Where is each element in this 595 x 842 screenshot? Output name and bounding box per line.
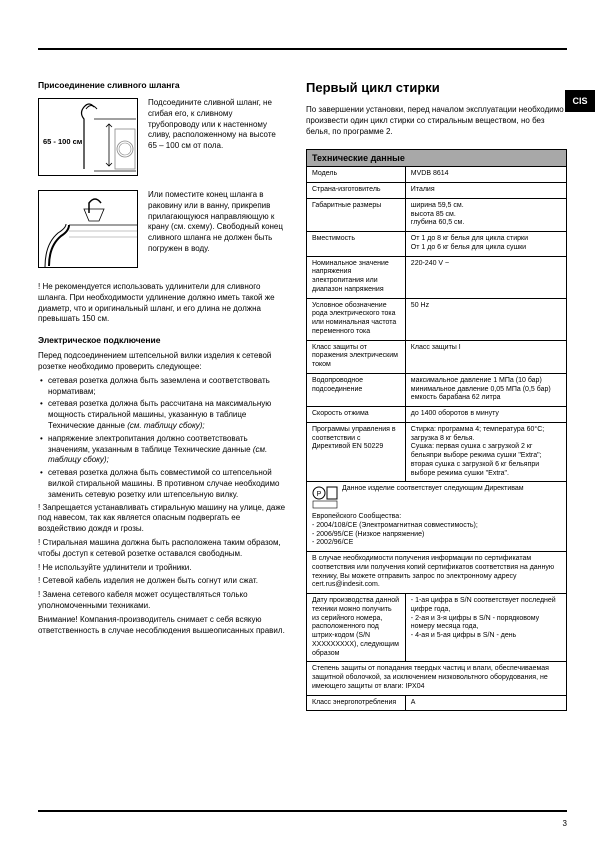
row-value: - 1-ая цифра в S/N соответствует последн…: [405, 594, 566, 662]
warning-extension: ! Не рекомендуется использовать удлините…: [38, 282, 286, 325]
electrical-heading: Электрическое подключение: [38, 335, 286, 345]
footer-rule: [38, 810, 567, 812]
drain-diagram-2: [38, 190, 138, 268]
row-value: максимальное давление 1 МПа (10 бар) мин…: [405, 373, 566, 406]
drain-text-2: Или поместите конец шланга в раковину ил…: [148, 190, 286, 255]
row-label: Габаритные размеры: [307, 198, 406, 231]
warn-cable-bend: ! Сетевой кабель изделия не должен быть …: [38, 576, 286, 587]
row-value: 50 Hz: [405, 298, 566, 340]
table-row: Скорость отжимадо 1400 оборотов в минуту: [307, 407, 567, 423]
page: Присоединение сливного шланга 65 - 100 с…: [0, 0, 595, 731]
drain-block-2: Или поместите конец шланга в раковину ил…: [38, 190, 286, 268]
table-row: Условное обозначение рода электрического…: [307, 298, 567, 340]
table-row: Страна-изготовительИталия: [307, 183, 567, 199]
electrical-intro: Перед подсоединением штепсельной вилки и…: [38, 351, 286, 373]
row-label: Класс энергопотребления: [307, 695, 406, 711]
top-rule: [38, 48, 567, 50]
bullet-4: сетевая розетка должна быть совместимой …: [38, 468, 286, 500]
table-row: Класс защиты от поражения электрическим …: [307, 340, 567, 373]
drain-hose-title: Присоединение сливного шланга: [38, 80, 286, 90]
row-label: Страна-изготовитель: [307, 183, 406, 199]
warn-responsibility: Внимание! Компания-производитель снимает…: [38, 615, 286, 637]
table-row: Дату производства данной техники можно п…: [307, 594, 567, 662]
warn-socket-access: ! Стиральная машина должна быть располож…: [38, 538, 286, 560]
columns: Присоединение сливного шланга 65 - 100 с…: [38, 80, 567, 711]
first-cycle-heading: Первый цикл стирки: [306, 80, 567, 95]
row-value: От 1 до 8 кг белья для цикла стирки От 1…: [405, 232, 566, 257]
cert-icons: P: [312, 485, 338, 513]
first-cycle-intro: По завершении установки, перед началом э…: [306, 105, 567, 137]
row-value: до 1400 оборотов в минуту: [405, 407, 566, 423]
warn-outdoor: ! Запрещается устанавливать стиральную м…: [38, 503, 286, 535]
row-label: Скорость отжима: [307, 407, 406, 423]
row-label: Условное обозначение рода электрического…: [307, 298, 406, 340]
bullet-3: напряжение электропитания должно соответ…: [38, 434, 286, 466]
drain-diagram-1: 65 - 100 см: [38, 98, 138, 176]
left-column: Присоединение сливного шланга 65 - 100 с…: [38, 80, 286, 711]
bullet-2: сетевая розетка должна быть рассчитана н…: [38, 399, 286, 431]
right-column: Первый цикл стирки По завершении установ…: [306, 80, 567, 711]
table-row: Номинальное значение напряжения электроп…: [307, 256, 567, 298]
row-value: Класс защиты I: [405, 340, 566, 373]
page-number: 3: [563, 819, 567, 828]
row-value: ширина 59,5 см. высота 85 см. глубина 60…: [405, 198, 566, 231]
row-value: A: [405, 695, 566, 711]
table-row: Программы управления в соответствии с Ди…: [307, 422, 567, 482]
table-row: ВместимостьОт 1 до 8 кг белья для цикла …: [307, 232, 567, 257]
full-width-cell: Степень защиты от попадания твердых част…: [307, 662, 567, 695]
row-label: Дату производства данной техники можно п…: [307, 594, 406, 662]
table-row: Водопроводное подсоединениемаксимальное …: [307, 373, 567, 406]
table-row: МодельMVDB 8614: [307, 167, 567, 183]
table-row: В случае необходимости получения информа…: [307, 552, 567, 594]
diagram-height-label: 65 - 100 см: [43, 137, 82, 146]
full-width-cell: В случае необходимости получения информа…: [307, 552, 567, 594]
drain-text-1: Подсоедините сливной шланг, не сгибая ег…: [148, 98, 286, 152]
row-label: Класс защиты от поражения электрическим …: [307, 340, 406, 373]
drain-block-1: 65 - 100 см Подсоедините сливной шланг, …: [38, 98, 286, 176]
row-label: Водопроводное подсоединение: [307, 373, 406, 406]
row-value: Италия: [405, 183, 566, 199]
row-label: Программы управления в соответствии с Ди…: [307, 422, 406, 482]
table-row: Класс энергопотребленияA: [307, 695, 567, 711]
bullet-1: сетевая розетка должна быть заземлена и …: [38, 376, 286, 398]
warn-extenders: ! Не используйте удлинители и тройники.: [38, 563, 286, 574]
svg-text:P: P: [317, 491, 322, 498]
row-label: Модель: [307, 167, 406, 183]
cert-cell: PДанное изделие соответствует следующим …: [307, 482, 567, 552]
electrical-bullets: сетевая розетка должна быть заземлена и …: [38, 376, 286, 501]
row-label: Номинальное значение напряжения электроп…: [307, 256, 406, 298]
table-row: Степень защиты от попадания твердых част…: [307, 662, 567, 695]
tech-data-table: Технические данные МодельMVDB 8614Страна…: [306, 149, 567, 711]
cis-tab: CIS: [565, 90, 595, 112]
row-label: Вместимость: [307, 232, 406, 257]
table-row: Габаритные размерыширина 59,5 см. высота…: [307, 198, 567, 231]
row-value: 220-240 V ~: [405, 256, 566, 298]
warn-cable-replace: ! Замена сетевого кабеля может осуществл…: [38, 590, 286, 612]
table-header: Технические данные: [307, 150, 567, 167]
row-value: MVDB 8614: [405, 167, 566, 183]
row-value: Стирка: программа 4; температура 60°C; з…: [405, 422, 566, 482]
table-row: PДанное изделие соответствует следующим …: [307, 482, 567, 552]
